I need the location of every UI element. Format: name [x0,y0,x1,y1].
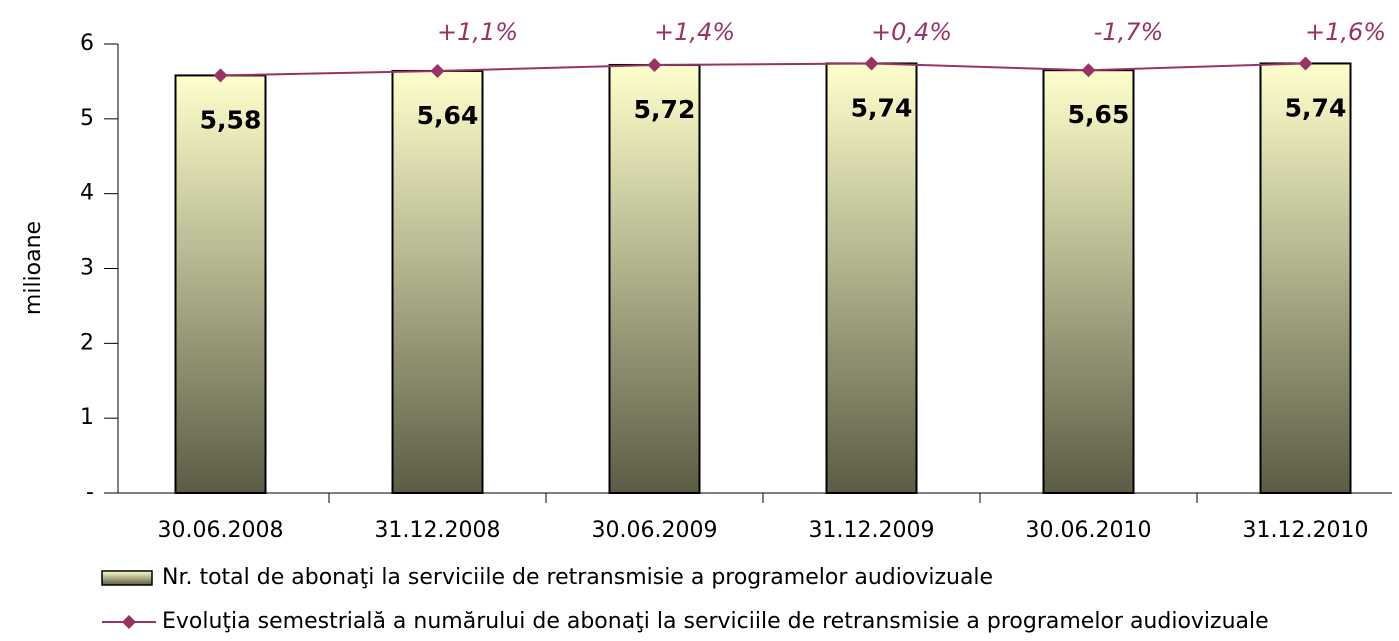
annotation: -1,7% [1094,18,1164,46]
annotation: +0,4% [871,18,952,46]
x-tick-label: 30.06.2010 [1026,518,1152,543]
bar [825,62,918,494]
x-tick-label: 31.12.2009 [809,518,935,543]
bar [174,74,267,495]
legend-label: Nr. total de abonaţi la serviciile de re… [162,565,993,590]
line-marker [1081,63,1096,78]
bar-value-label: 5,74 [851,93,913,122]
line-marker [430,63,445,78]
line-marker [1298,56,1313,71]
annotation: +1,1% [437,18,518,46]
bar [608,63,701,494]
bar-value-label: 5,72 [634,95,696,124]
legend-swatch [101,570,153,586]
bar [1259,62,1352,494]
bar-value-label: 5,65 [1068,100,1130,129]
x-tick-label: 31.12.2010 [1243,518,1369,543]
bar-value-label: 5,58 [200,105,262,134]
line [220,62,1306,77]
annotation: +1,4% [654,18,735,46]
bar-value-label: 5,64 [417,101,479,130]
x-tick-label: 31.12.2008 [375,518,501,543]
y-axis-label: milioane [21,221,46,315]
x-tick-label: 30.06.2009 [592,518,718,543]
annotation: +1,6% [1305,18,1386,46]
y-tick-label: - [86,480,94,505]
legend-marker [122,615,136,629]
y-tick-label: 5 [80,106,94,131]
bar [391,69,484,494]
line-marker [213,68,228,83]
y-tick-label: 1 [80,405,94,430]
legend-label: Evoluţia semestrială a numărului de abon… [162,609,1269,634]
y-tick-label: 2 [80,330,94,355]
bar-value-label: 5,74 [1285,93,1347,122]
y-tick-label: 6 [80,31,94,56]
line-marker [864,56,879,71]
y-tick-label: 4 [80,181,94,206]
y-tick-label: 3 [80,256,94,281]
bar [1042,69,1135,494]
x-tick-label: 30.06.2008 [158,518,284,543]
line-marker [647,57,662,72]
